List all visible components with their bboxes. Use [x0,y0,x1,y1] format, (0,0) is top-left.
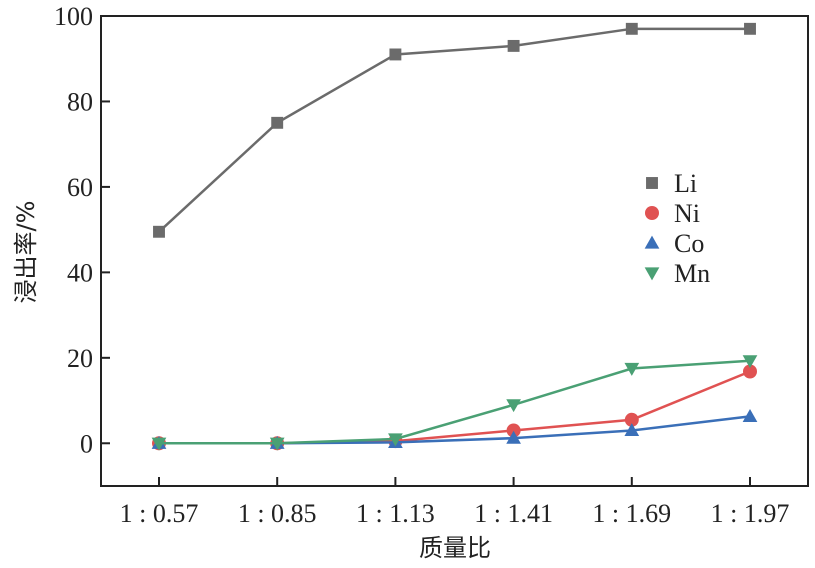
legend-label-co: Co [674,229,704,258]
legend-marker-ni [645,206,659,220]
data-point-mn [506,399,521,413]
data-point-ni [743,364,757,379]
data-point-li [744,22,756,35]
y-tick-label: 100 [54,2,93,31]
data-point-ni [506,423,521,438]
legend-label-li: Li [674,169,697,198]
y-tick-label: 40 [67,258,93,287]
x-tick-label: 1 : 0.85 [238,499,317,528]
y-tick-label: 60 [67,173,93,202]
data-point-li [153,225,165,238]
legend-marker-mn [644,267,660,281]
data-point-li [625,22,638,35]
x-tick-label: 1 : 1.69 [592,499,671,528]
legend-label-mn: Mn [674,259,710,288]
x-tick-label: 1 : 1.41 [474,499,553,528]
data-point-mn [269,437,285,451]
x-tick-label: 1 : 1.13 [356,499,435,528]
data-point-mn [388,433,403,447]
y-tick-label: 0 [80,429,93,458]
series-line-ni [159,370,751,445]
series-line-li [158,27,750,233]
data-point-li [389,48,402,61]
data-point-co [624,423,640,437]
series-line-co [159,415,751,445]
series-line-mn [159,359,751,445]
data-point-mn [151,437,167,451]
x-tick-label: 1 : 0.57 [120,499,199,528]
x-axis-title: 质量比 [419,534,491,562]
legend-marker-li [646,177,658,189]
data-point-mn [742,355,758,369]
x-tick-label: 1 : 1.97 [711,499,790,528]
legend-marker-co [644,235,660,249]
data-point-mn [624,362,640,376]
legend-label-ni: Ni [674,199,700,228]
data-point-co [506,430,521,444]
data-point-li [507,39,520,52]
data-point-co [742,409,758,422]
data-point-li [271,116,284,129]
y-axis-title: 浸出率/% [12,201,40,304]
plot-frame [100,15,809,487]
data-point-ni [624,412,639,427]
y-tick-label: 80 [67,87,93,116]
y-tick-label: 20 [67,344,93,373]
